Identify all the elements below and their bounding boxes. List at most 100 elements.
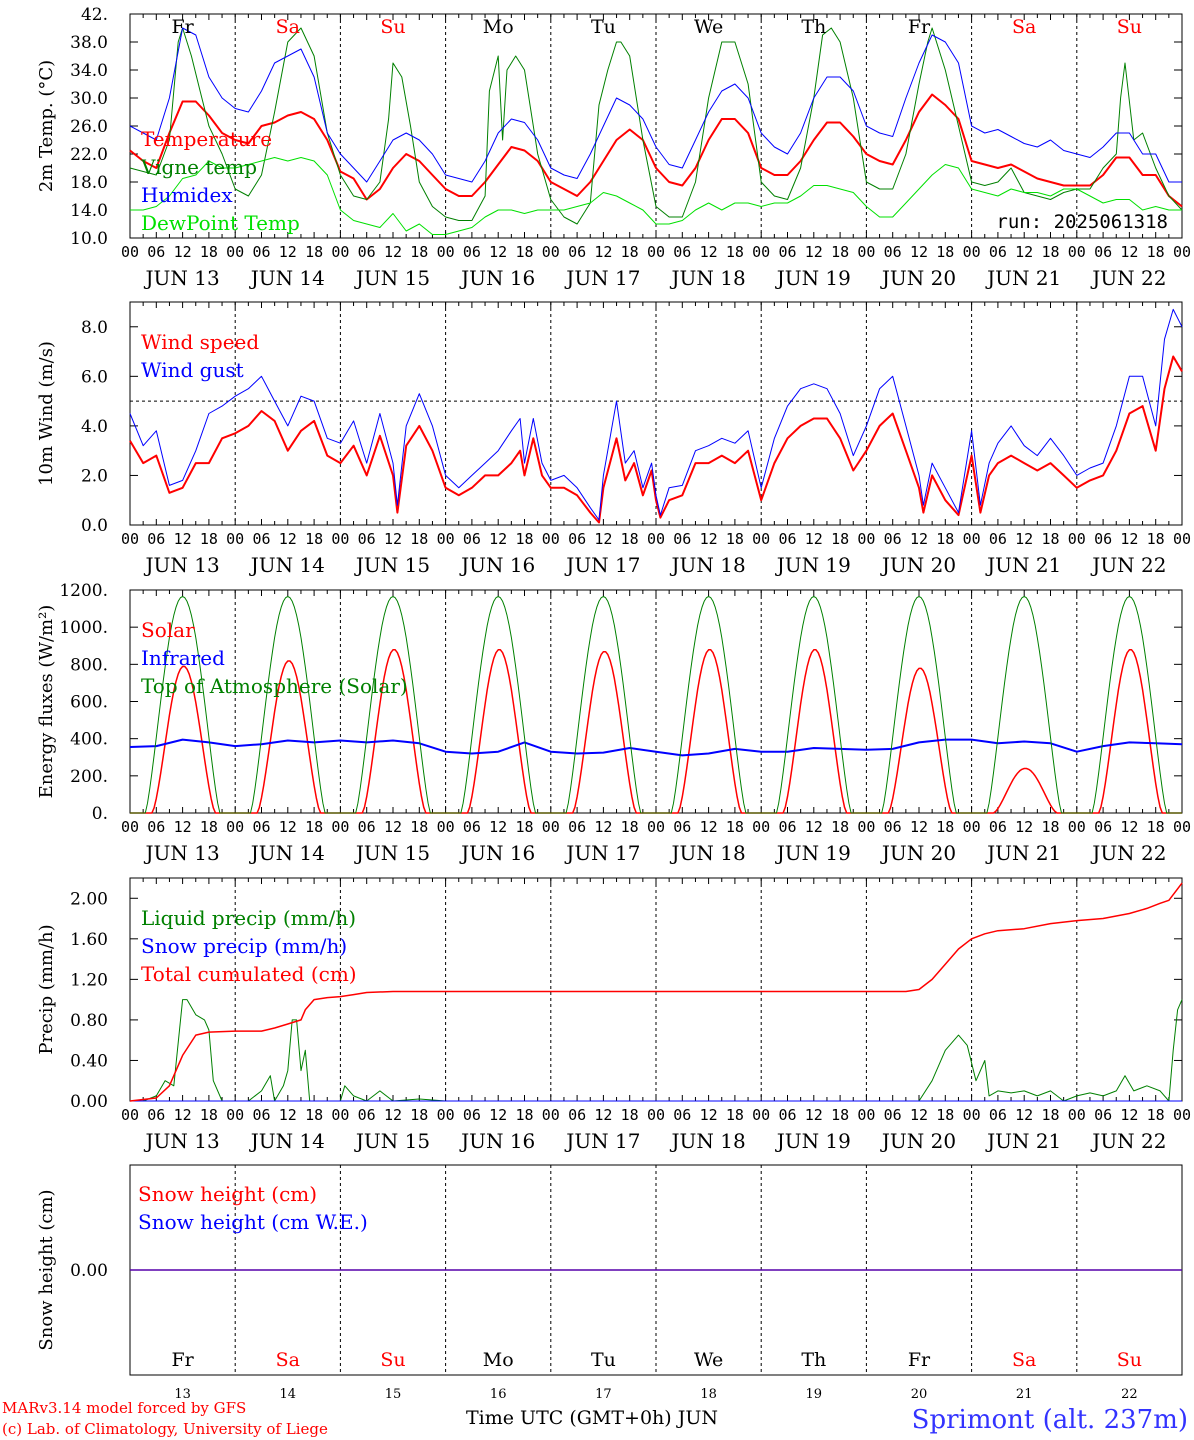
date-label: JUN 15 — [354, 1129, 430, 1153]
hour-label: 18 — [410, 1106, 428, 1124]
hour-label: 12 — [594, 818, 612, 836]
date-label: JUN 14 — [249, 1129, 325, 1153]
hour-label: 06 — [358, 818, 376, 836]
hour-label: 18 — [726, 818, 744, 836]
hour-label: 18 — [1147, 818, 1165, 836]
hour-label: 12 — [384, 1106, 402, 1124]
hour-label: 12 — [489, 530, 507, 548]
hour-label: 12 — [700, 818, 718, 836]
hour-label: 06 — [989, 1106, 1007, 1124]
hour-label: 06 — [778, 1106, 796, 1124]
hour-label: 12 — [1120, 530, 1138, 548]
hour-label: 18 — [621, 818, 639, 836]
hour-label: 06 — [989, 243, 1007, 261]
hour-label: 00 — [963, 818, 981, 836]
hour-label: 06 — [463, 1106, 481, 1124]
y-tick-label: 0.80 — [70, 1011, 108, 1031]
y-tick-label: 26.0 — [70, 117, 108, 137]
y-axis-label: Precip (mm/h) — [36, 924, 57, 1054]
day-number: 13 — [174, 1387, 191, 1402]
y-tick-label: 22.0 — [70, 145, 108, 165]
y-tick-label: 4.0 — [81, 417, 108, 437]
hour-label: 00 — [121, 243, 139, 261]
hour-label: 00 — [121, 818, 139, 836]
day-number: 15 — [385, 1387, 402, 1402]
hour-label: 18 — [515, 530, 533, 548]
hour-label: 18 — [305, 818, 323, 836]
weekday-label: Mo — [483, 16, 514, 38]
y-tick-label: 2.0 — [81, 466, 108, 486]
y-axis-label: Snow height (cm) — [36, 1189, 57, 1350]
hour-label: 00 — [331, 1106, 349, 1124]
hour-label: 12 — [279, 1106, 297, 1124]
series-line-temperature — [129, 93, 1183, 208]
hour-label: 06 — [778, 243, 796, 261]
hour-label: 18 — [621, 530, 639, 548]
hour-label: 12 — [489, 243, 507, 261]
hour-label: 06 — [884, 243, 902, 261]
y-tick-label: 38.0 — [70, 33, 108, 53]
hour-label: 12 — [910, 530, 928, 548]
date-label: JUN 17 — [564, 1129, 640, 1153]
hour-label: 18 — [621, 1106, 639, 1124]
hour-label: 18 — [200, 1106, 218, 1124]
y-tick-label: 30.0 — [70, 89, 108, 109]
hour-label: 06 — [358, 1106, 376, 1124]
hour-label: 06 — [147, 818, 165, 836]
date-label: JUN 18 — [670, 553, 746, 577]
y-tick-label: 1.60 — [70, 930, 108, 950]
hour-label: 18 — [515, 1106, 533, 1124]
day-number: 14 — [280, 1387, 297, 1402]
legend-entry: DewPoint Temp — [141, 211, 300, 235]
hour-label: 00 — [857, 243, 875, 261]
date-label: JUN 16 — [459, 266, 535, 290]
hour-label: 00 — [437, 818, 455, 836]
hour-label: 12 — [1120, 818, 1138, 836]
hour-label: 00 — [1068, 243, 1086, 261]
y-tick-label: 0.0 — [81, 516, 108, 536]
y-axis-label: Energy fluxes (W/m²) — [36, 605, 57, 799]
y-tick-label: 0.00 — [70, 1092, 108, 1112]
date-label: JUN 20 — [880, 841, 956, 865]
hour-label: 12 — [489, 818, 507, 836]
panel-precip — [129, 877, 1183, 1102]
plot-frame — [129, 589, 1183, 814]
date-label: JUN 14 — [249, 841, 325, 865]
day-number: 22 — [1121, 1387, 1138, 1402]
series-line-wind-speed — [129, 355, 1183, 524]
hour-label: 12 — [384, 243, 402, 261]
hour-label: 18 — [1041, 243, 1059, 261]
x-axis-title: Time UTC (GMT+0h) JUN — [466, 1407, 718, 1429]
hour-label: 06 — [884, 1106, 902, 1124]
hour-label: 00 — [121, 530, 139, 548]
hour-label: 00 — [542, 818, 560, 836]
hour-label: 18 — [1041, 1106, 1059, 1124]
y-tick-label: 400. — [70, 730, 108, 750]
hour-label: 00 — [857, 818, 875, 836]
hour-label: 12 — [594, 530, 612, 548]
hour-label: 12 — [174, 530, 192, 548]
legend-entry: Wind gust — [141, 358, 244, 382]
date-label: JUN 19 — [775, 841, 851, 865]
hour-label: 00 — [1173, 243, 1191, 261]
hour-label: 00 — [1068, 1106, 1086, 1124]
date-label: JUN 16 — [459, 1129, 535, 1153]
hour-label: 12 — [700, 530, 718, 548]
y-tick-label: 10.0 — [70, 229, 108, 249]
hour-label: 12 — [279, 818, 297, 836]
hour-label: 06 — [778, 818, 796, 836]
hour-label: 18 — [1041, 530, 1059, 548]
date-label: JUN 22 — [1090, 553, 1166, 577]
date-label: JUN 16 — [459, 553, 535, 577]
hour-label: 18 — [1041, 818, 1059, 836]
hour-label: 00 — [121, 1106, 139, 1124]
date-label: JUN 18 — [670, 1129, 746, 1153]
hour-label: 12 — [910, 1106, 928, 1124]
hour-label: 06 — [358, 530, 376, 548]
series-line-dewpoint-temp — [130, 157, 1182, 235]
hour-label: 00 — [647, 243, 665, 261]
weekday-label: Th — [801, 1349, 826, 1371]
hour-label: 06 — [884, 530, 902, 548]
date-label: JUN 18 — [670, 266, 746, 290]
